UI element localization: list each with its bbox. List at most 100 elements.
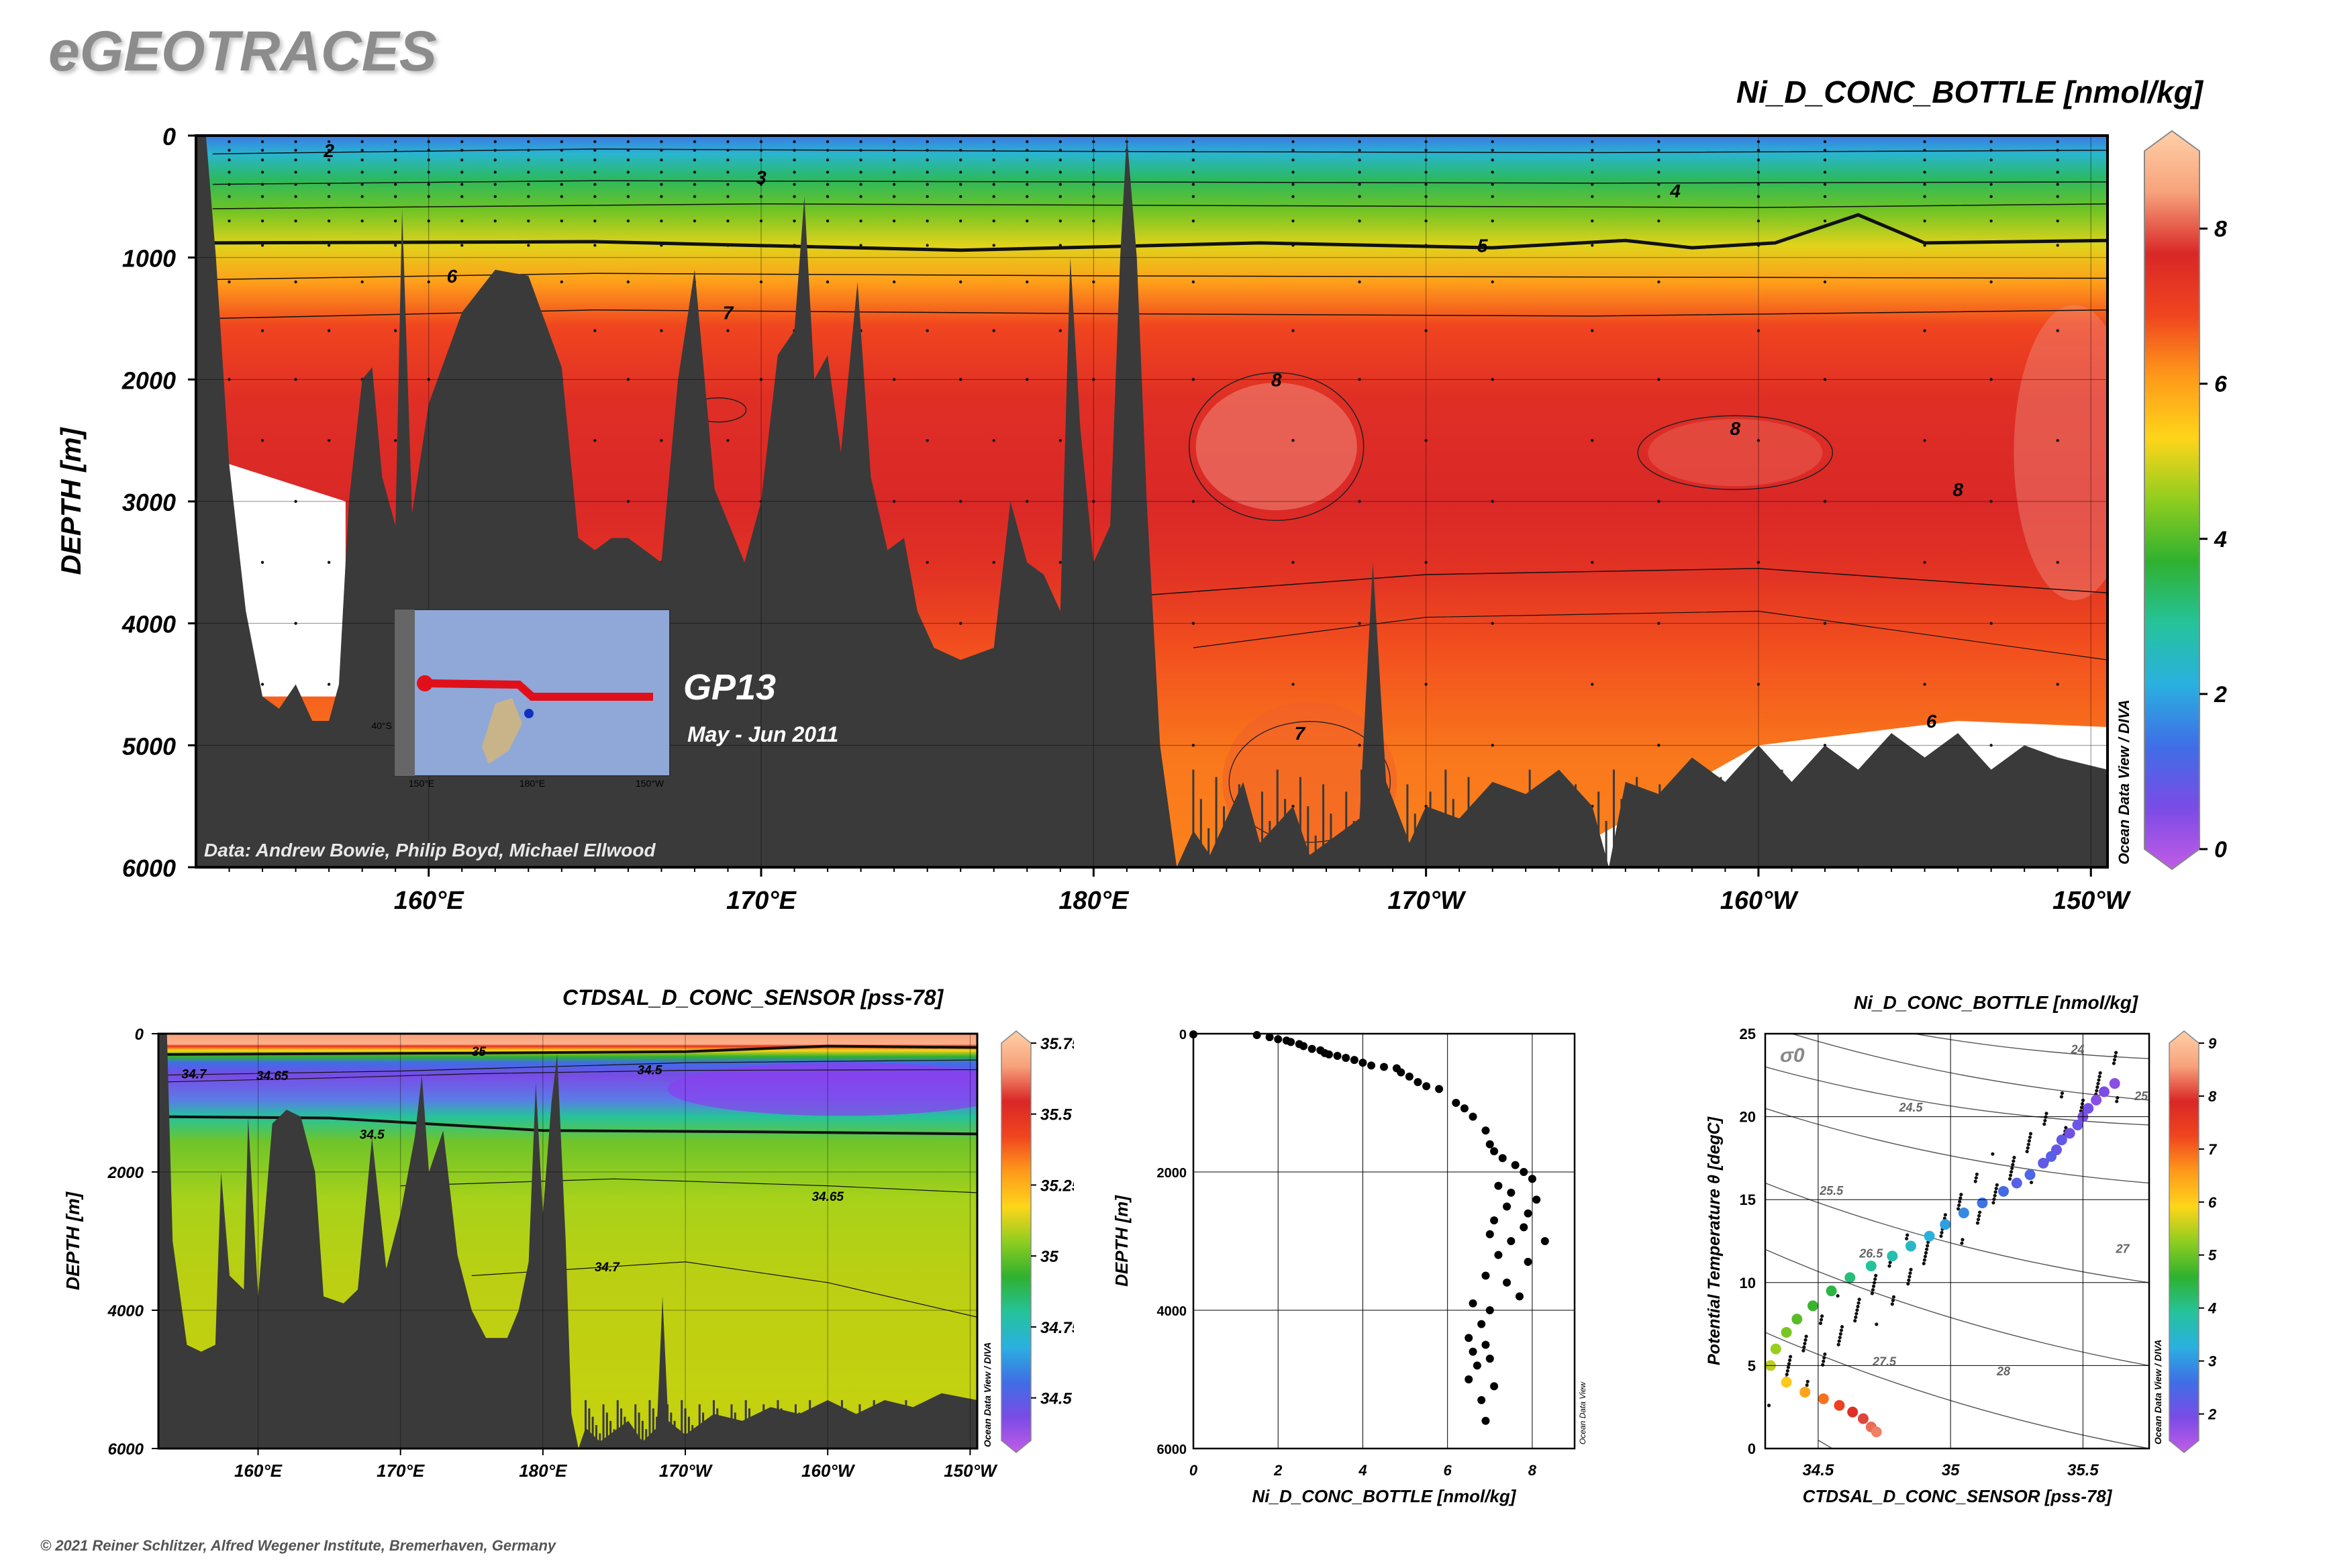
profile-point: [1452, 1099, 1460, 1107]
sample-dot: [892, 195, 896, 199]
sample-dot: [1424, 244, 1428, 247]
contour-label: 2: [323, 140, 334, 161]
ts-background-point: [1991, 1152, 1995, 1156]
sample-dot: [1823, 183, 1827, 186]
nickel-profile-chart: 0 2 4 6 8 0 2000 4000 6000 Ni_D_CONC_BOTTLE [nmol…: [1111, 1028, 1587, 1506]
sample-dot: [926, 219, 929, 223]
ts-background-point: [2116, 1095, 2120, 1100]
sample-dot: [1358, 744, 1361, 747]
sample-dot: [1358, 183, 1361, 186]
colorbar-label: 8: [2214, 217, 2227, 242]
sample-dot: [228, 140, 231, 144]
sample-dot: [460, 183, 464, 186]
sample-dot: [826, 148, 830, 152]
nickel-max-core: [2014, 305, 2108, 601]
sample-dot: [260, 683, 264, 686]
ts-background-point: [1836, 1293, 1840, 1298]
colorbar-label: 6: [2214, 372, 2228, 397]
sample-dot: [693, 148, 697, 152]
profile-point: [1477, 1395, 1486, 1404]
sample-dot: [1491, 148, 1494, 152]
ts-background-point: [1840, 1325, 1844, 1329]
profile-point: [1494, 1181, 1503, 1190]
contour-35: [158, 1044, 977, 1056]
ts-background-point: [2079, 1106, 2083, 1110]
isopycnal-label: 24: [2070, 1043, 2084, 1057]
sample-dot: [726, 148, 730, 152]
sample-dot: [294, 378, 297, 381]
sample-dot: [560, 183, 564, 186]
x-tick-label: 170°E: [377, 1461, 425, 1477]
sample-dot: [327, 195, 331, 199]
sample-dot: [294, 170, 297, 174]
inset-cruise-track: [424, 679, 653, 701]
ts-background-point: [1926, 1244, 1930, 1248]
sample-dot: [892, 148, 896, 152]
ts-background-point: [1905, 1236, 1909, 1240]
profile-point: [1511, 1161, 1520, 1169]
ts-background-point: [2028, 1135, 2032, 1139]
sample-dot: [1591, 183, 1594, 186]
sample-dot: [1756, 683, 1761, 686]
ts-background-point: [1958, 1199, 1962, 1204]
sample-dot: [1191, 378, 1195, 381]
ts-background-point: [2059, 1095, 2064, 1099]
sample-dot: [1491, 280, 1494, 284]
sample-dot: [327, 140, 331, 144]
sample-dot: [926, 148, 929, 152]
ts-background-point: [2095, 1089, 2099, 1093]
sample-dot: [626, 219, 630, 223]
x-tick-label: 8: [1528, 1462, 1537, 1479]
brand-logo-text: eGEOTRACES: [48, 19, 437, 83]
sample-dot: [992, 183, 995, 186]
profile-point: [1485, 1140, 1494, 1148]
profile-point: [1342, 1054, 1350, 1063]
x-tick-label: 180°E: [1058, 887, 1130, 915]
sample-dot: [1291, 560, 1295, 565]
contour-line: [1193, 610, 2108, 660]
sample-dot: [660, 170, 663, 174]
sample-dot: [2056, 560, 2059, 565]
ts-background-point: [1788, 1355, 1793, 1359]
y-tick-label: 10: [1740, 1275, 1756, 1291]
contour-8: [1637, 415, 1834, 491]
ts-point: [1865, 1261, 1877, 1272]
y-tick-label: 15: [1740, 1191, 1756, 1208]
profile-point: [1498, 1154, 1507, 1163]
ts-point: [2038, 1157, 2049, 1169]
ts-background-point: [1875, 1322, 1879, 1326]
profile-point: [1485, 1230, 1494, 1238]
sample-dot: [1092, 219, 1095, 223]
inset-station-point: [524, 709, 534, 718]
ts-background-point: [1837, 1339, 1841, 1343]
sample-dot: [1424, 148, 1428, 152]
sample-dot: [460, 219, 464, 223]
ts-background-point: [2028, 1132, 2033, 1136]
ts-point: [2072, 1119, 2083, 1130]
ts-background-point: [1976, 1218, 1981, 1222]
contour-label: 4: [1669, 181, 1681, 201]
sample-dot: [2056, 158, 2059, 162]
isopycnal-line: [1765, 1332, 2149, 1449]
sample-dot: [1756, 244, 1761, 247]
sample-dot: [260, 183, 264, 186]
sample-dot: [959, 158, 962, 162]
isopycnal-label: 25.5: [1819, 1184, 1844, 1197]
ts-point: [1826, 1285, 1837, 1297]
colorbar: [1001, 1030, 1032, 1453]
profile-point: [1358, 1059, 1367, 1067]
cruise-period: May - Jun 2011: [687, 722, 838, 746]
profile-point: [1405, 1072, 1414, 1081]
sample-dot: [626, 170, 630, 174]
sample-dot: [959, 140, 962, 144]
y-tick-label: 0: [1748, 1440, 1756, 1457]
profile-point: [1287, 1038, 1295, 1046]
ts-background-point: [2012, 1159, 2016, 1163]
profile-point: [1485, 1306, 1494, 1314]
ts-point: [1857, 1413, 1869, 1424]
sample-dot: [626, 183, 630, 186]
sample-dot: [393, 438, 397, 442]
ts-background-point: [1978, 1210, 1982, 1214]
sample-dot: [593, 195, 597, 199]
ts-point: [1799, 1386, 1811, 1398]
